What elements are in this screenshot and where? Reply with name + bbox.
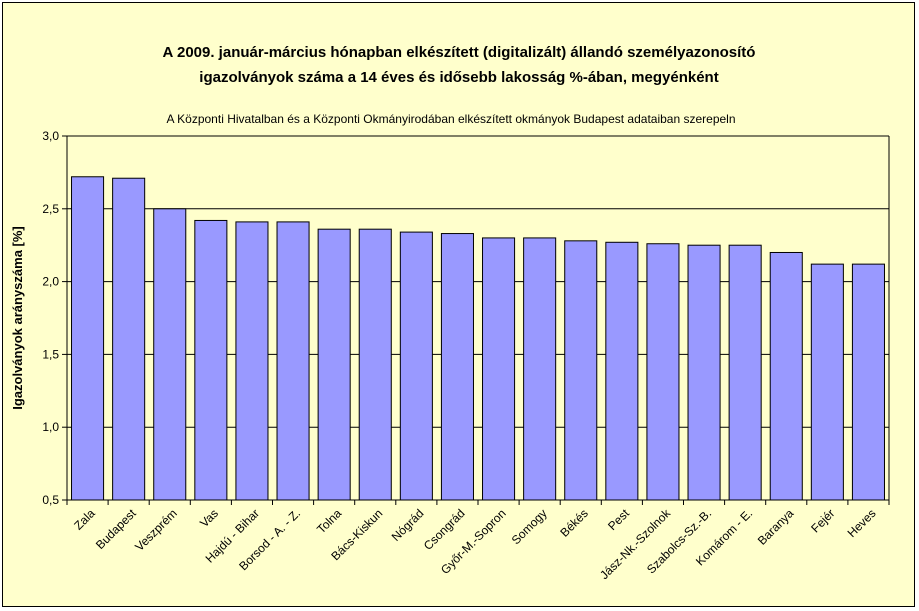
bar: [440, 233, 474, 501]
y-tick-label: 3,0: [42, 129, 59, 143]
bar: [851, 263, 885, 501]
x-tick-label: Pest: [605, 506, 632, 533]
y-tick-label: 1,5: [42, 347, 59, 361]
bar: [235, 221, 269, 501]
bar: [769, 251, 803, 501]
y-tick-labels: 0,5 1,0 1,5 2,0 2,5 3,0: [42, 129, 59, 507]
y-tick-label: 1,0: [42, 420, 59, 434]
bar: [728, 244, 762, 501]
y-tick-label: 2,0: [42, 275, 59, 289]
bar: [605, 241, 639, 501]
bar: [687, 244, 721, 501]
bar: [399, 231, 433, 501]
bar: [194, 219, 228, 501]
bar: [523, 237, 557, 501]
x-tick-label: Somogy: [509, 506, 550, 547]
bar: [112, 177, 146, 501]
bar: [276, 221, 310, 501]
x-tick-label: Zala: [71, 506, 98, 533]
chart-title-line-1: A 2009. január-március hónapban elkészít…: [163, 44, 756, 61]
bar: [482, 237, 516, 501]
y-tick-label: 2,5: [42, 202, 59, 216]
plot-area: [67, 136, 889, 500]
bar: [564, 240, 598, 501]
x-tick-label: Fejér: [808, 506, 837, 535]
chart-title-line-2: igazolványok száma a 14 éves és idősebb …: [199, 69, 718, 86]
bars: [71, 176, 885, 501]
bar: [646, 243, 680, 501]
x-tick-label: Jász-Nk.-Szolnok: [597, 506, 674, 583]
bar: [358, 228, 392, 501]
chart-subtitle: A Központi Hivatalban és a Központi Okmá…: [166, 112, 735, 126]
y-axis-label: Igazolványok arányszáma [%]: [10, 226, 25, 410]
x-tick-label: Vas: [197, 506, 221, 530]
x-tick-label: Nógrád: [389, 506, 427, 544]
x-tick-label: Tolna: [314, 506, 344, 536]
y-tick-label: 0,5: [42, 493, 59, 507]
x-tick-label: Békés: [557, 506, 590, 539]
grid-lines: [67, 135, 889, 500]
bar: [71, 176, 105, 501]
x-tick-label: Baranya: [755, 506, 797, 548]
axes: [62, 135, 890, 505]
bar: [153, 208, 187, 501]
bar: [810, 263, 844, 501]
x-tick-label: Veszprém: [132, 506, 180, 554]
bar: [317, 228, 351, 501]
x-tick-label: Heves: [845, 506, 879, 540]
